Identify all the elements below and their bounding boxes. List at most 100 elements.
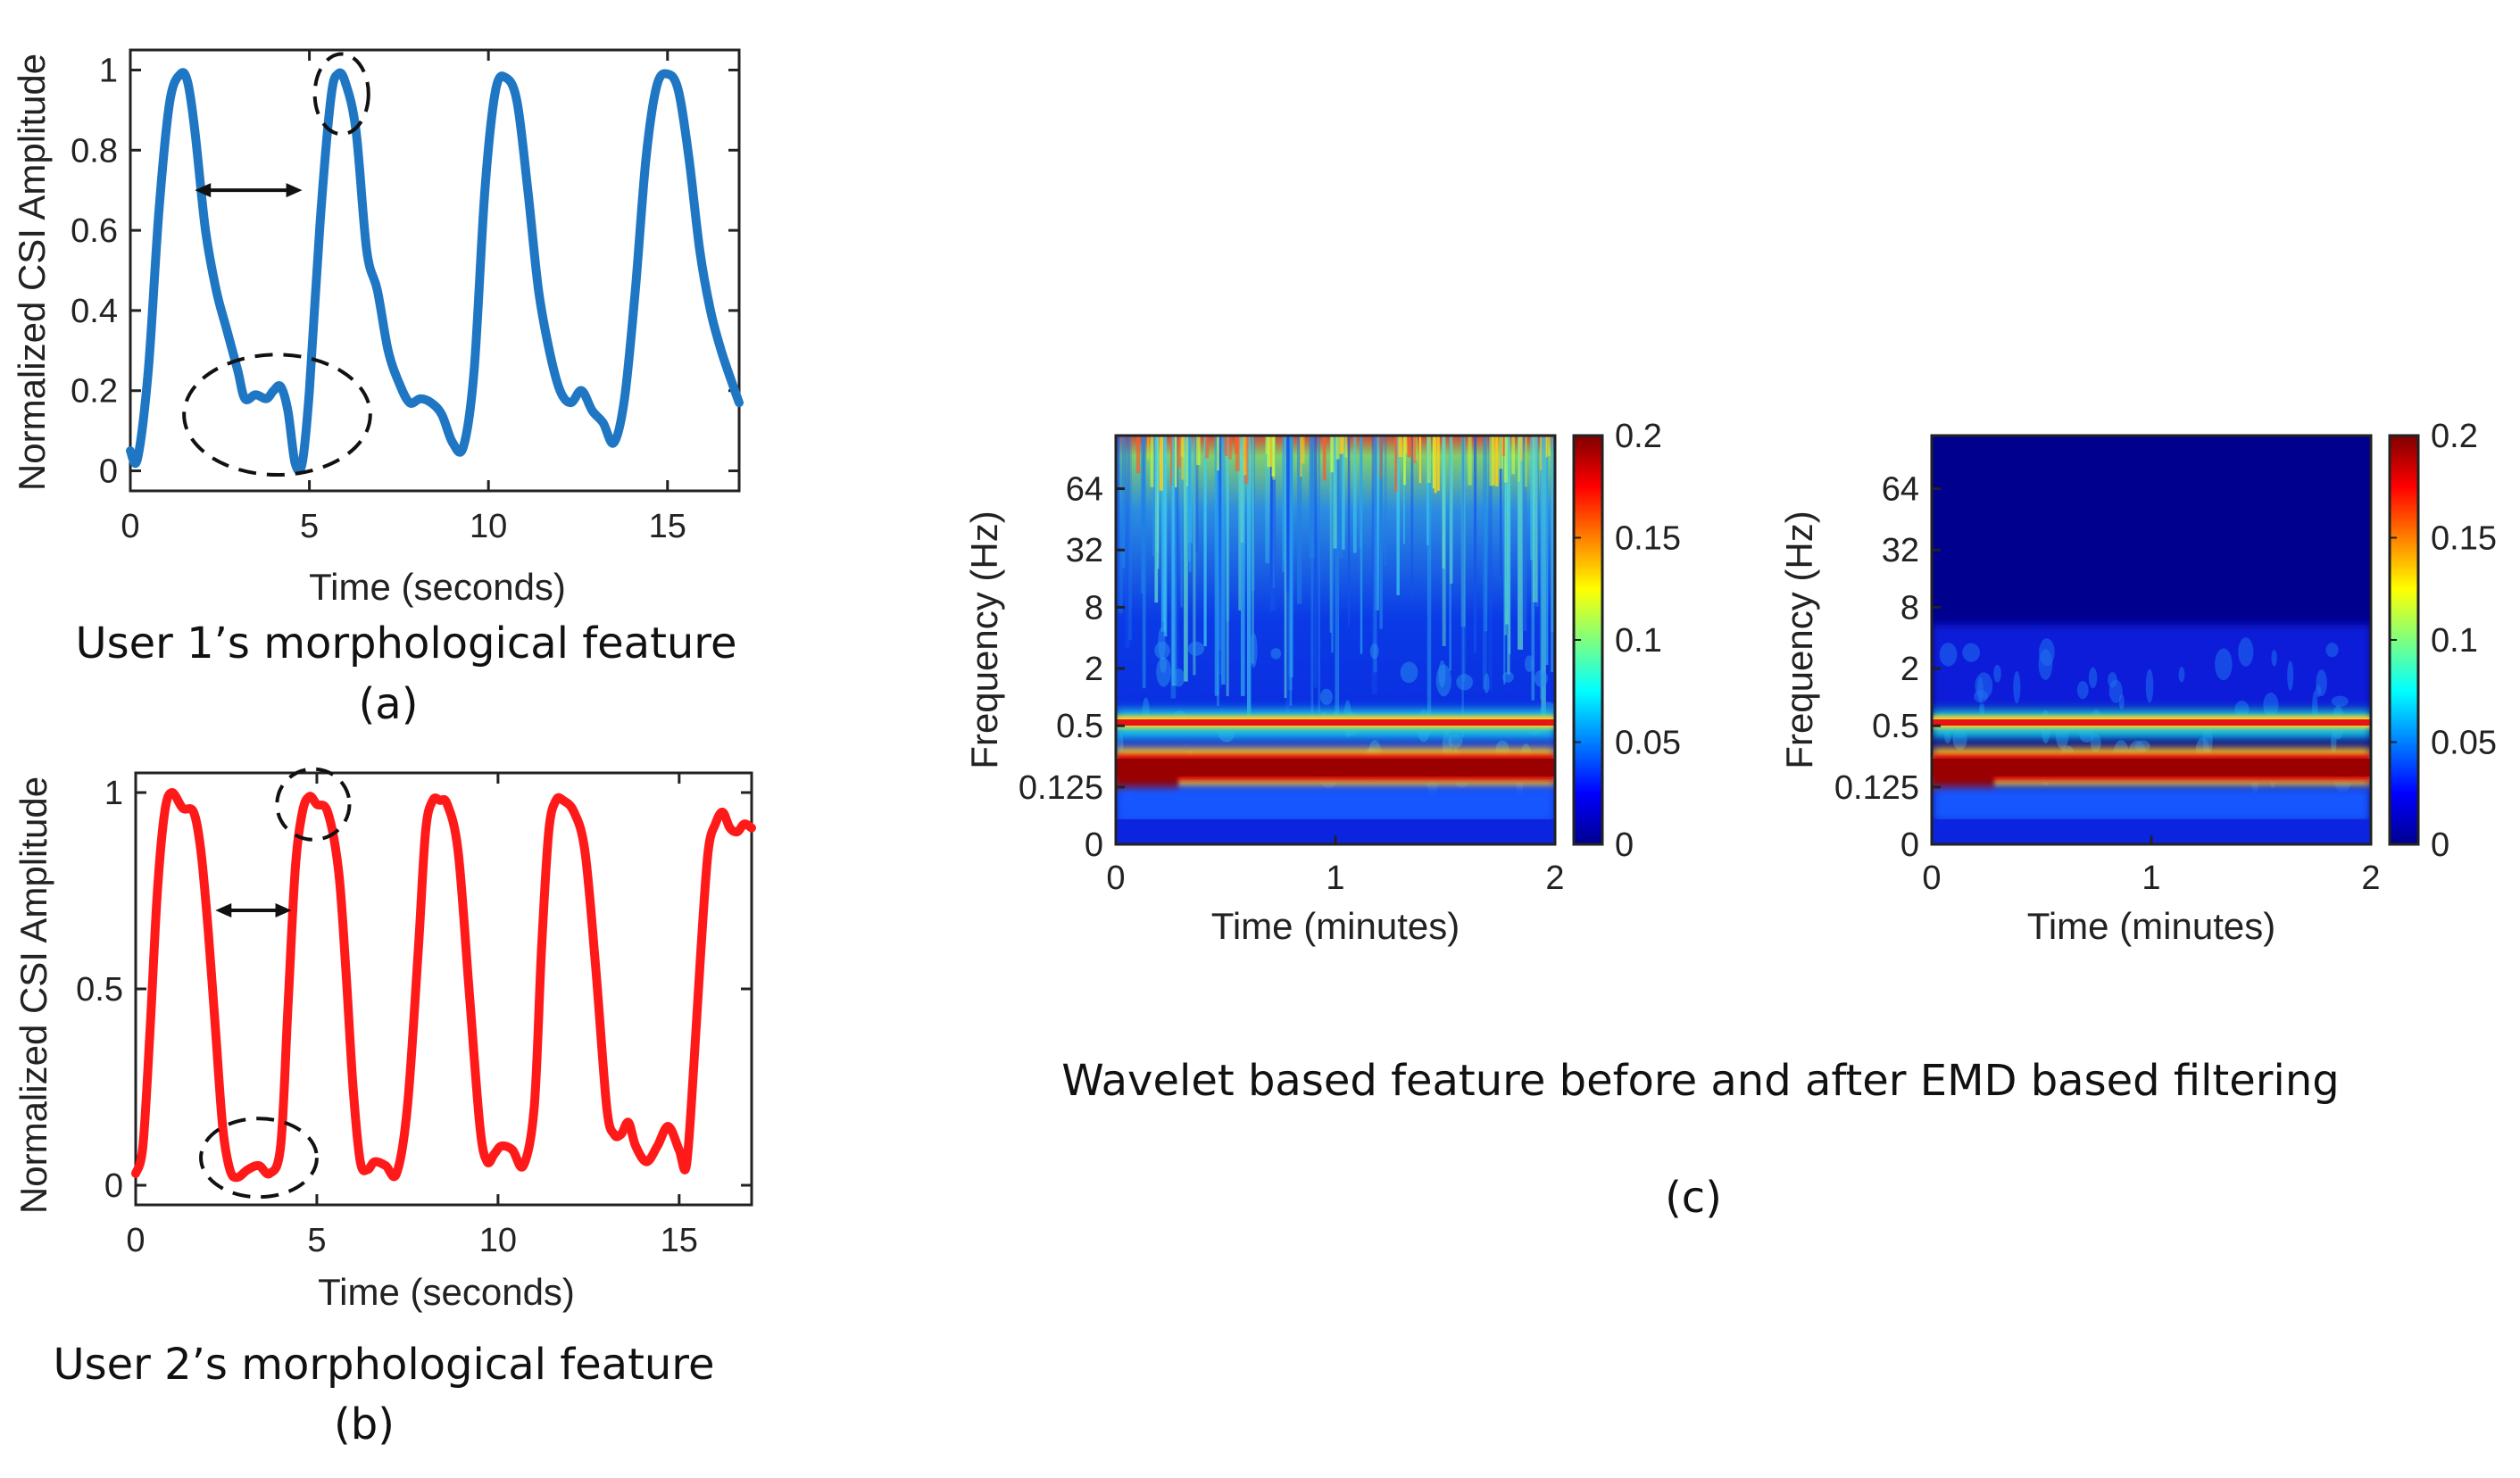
noise-stripe <box>1283 436 1287 560</box>
noise-stripe <box>1157 436 1160 569</box>
noise-stripe <box>1521 436 1527 631</box>
noise-blob <box>1939 643 1958 667</box>
noise-blob <box>1270 648 1282 660</box>
panel-a-label: (a) <box>359 679 419 729</box>
panel-c-before-heatmap: 64 32 8 2 0.5 0.125 0 0 1 2 0 0.05 0.1 0.15 0.2 Time… <box>963 418 1681 947</box>
noise-stripe <box>1152 436 1155 557</box>
noise-blob <box>2325 643 2339 658</box>
noise-blob <box>1502 671 1514 683</box>
feature-highlight-ellipse <box>312 52 370 137</box>
noise-blob <box>2331 695 2349 707</box>
noise-stripe-hot <box>1511 436 1516 475</box>
noise-stripe <box>1193 436 1199 553</box>
noise-blob <box>1962 643 1981 662</box>
heatmap-before-xlabel: Time (minutes) <box>1211 905 1460 947</box>
noise-blob <box>2090 733 2101 753</box>
y-tick-label: 0 <box>104 1167 123 1205</box>
noise-stripe <box>1240 436 1244 544</box>
colorbar-tick-label: 0.05 <box>2431 725 2497 762</box>
noise-blob <box>1319 688 1333 705</box>
noise-stripe-hot <box>1335 436 1340 460</box>
noise-stripe <box>1488 436 1493 691</box>
noise-stripe <box>1171 436 1177 686</box>
panel-b-x-ticks: 0 5 10 15 <box>126 773 698 1259</box>
noise-stripe <box>1140 436 1144 594</box>
noise-stripe <box>1333 436 1337 549</box>
noise-blob <box>2215 648 2233 681</box>
noise-stripe <box>1310 436 1314 731</box>
x-tick-label: 1 <box>1326 859 1344 897</box>
y-tick-label: 0 <box>99 453 118 491</box>
noise-stripe-hot <box>1300 436 1302 477</box>
noise-blob <box>2013 670 2021 704</box>
noise-stripe <box>1551 436 1553 672</box>
feature-highlight-ellipse <box>199 1117 319 1200</box>
feature-highlight-ellipse <box>275 767 352 842</box>
heatmap-before-colorbar-ticks: 0 0.05 0.1 0.15 0.2 <box>1574 418 1681 864</box>
noise-stripe-hot <box>1518 436 1520 482</box>
noise-stripe-hot <box>1339 436 1344 454</box>
noise-stripe <box>1484 436 1488 632</box>
noise-stripe <box>1226 436 1229 696</box>
colorbar-tick-label: 0.2 <box>1615 418 1662 455</box>
noise-stripe <box>1329 436 1332 633</box>
y-tick-label: 8 <box>1900 589 1919 627</box>
colorbar-tick-label: 0.1 <box>1615 622 1662 660</box>
x-tick-label: 0 <box>126 1222 145 1259</box>
noise-stripe-hot <box>1159 436 1164 491</box>
panel-a-axes <box>129 48 741 493</box>
noise-stripe-hot <box>1267 436 1271 468</box>
x-tick-label: 0 <box>1106 859 1125 897</box>
x-tick-label: 10 <box>479 1222 517 1259</box>
noise-stripe-hot <box>1403 436 1406 486</box>
noise-stripe-hot <box>1185 436 1189 486</box>
noise-stripe-hot <box>1468 436 1472 486</box>
noise-blob <box>1187 641 1205 656</box>
noise-stripe-hot <box>1150 436 1154 487</box>
noise-stripe <box>1462 436 1466 682</box>
noise-stripe <box>1530 436 1534 560</box>
noise-stripe <box>1318 436 1320 713</box>
y-tick-label: 8 <box>1085 589 1103 627</box>
noise-stripe <box>1214 436 1219 696</box>
noise-blob <box>2271 650 2277 667</box>
noise-blob <box>1534 669 1548 687</box>
noise-stripe-hot <box>1147 436 1150 460</box>
y-tick-label: 0.6 <box>71 212 118 250</box>
noise-stripe <box>1238 436 1242 610</box>
noise-stripe <box>1551 436 1555 633</box>
noise-stripe-hot <box>1495 436 1499 486</box>
noise-stripe <box>1122 436 1126 569</box>
noise-stripe-hot <box>1330 436 1334 473</box>
noise-stripe <box>1461 436 1464 738</box>
panel-c-label: (c) <box>1665 1173 1722 1223</box>
noise-stripe <box>1426 436 1432 732</box>
colorbar-tick-label: 0.15 <box>1615 520 1681 558</box>
noise-stripe-hot <box>1272 436 1276 480</box>
y-tick-label: 0 <box>1900 826 1919 864</box>
noise-blob <box>1524 655 1534 672</box>
x-tick-label: 2 <box>1545 859 1564 897</box>
noise-stripe <box>1379 436 1383 629</box>
heatmap-before-image <box>1116 436 1555 844</box>
noise-stripe-hot <box>1436 436 1440 491</box>
noise-blob <box>1369 643 1379 660</box>
panel-a-y-ticks: 0 0.2 0.4 0.6 0.8 1 <box>71 52 739 491</box>
noise-stripe <box>1503 436 1506 685</box>
panel-a-xlabel: Time (seconds) <box>309 566 566 608</box>
noise-stripe <box>1545 436 1549 665</box>
noise-stripe <box>1352 436 1357 553</box>
heatmap-after-x-ticks: 0 1 2 <box>1922 835 2381 897</box>
noise-blob <box>2315 685 2322 698</box>
noise-blob <box>1249 632 1258 668</box>
panel-a-ylabel: Normalized CSI Amplitude <box>11 54 53 491</box>
noise-stripe <box>1347 436 1351 626</box>
noise-stripe-hot <box>1228 436 1233 460</box>
panel-c-after-heatmap: 64 32 8 2 0.5 0.125 0 0 1 2 0 0.05 0.1 0.15 0.2 Time… <box>1778 418 2497 947</box>
noise-stripe-hot <box>1519 436 1523 461</box>
noise-blob <box>2238 637 2254 667</box>
y-tick-label: 2 <box>1900 651 1919 688</box>
noise-stripe-hot <box>1394 436 1398 493</box>
heatmap-before-x-ticks: 0 1 2 <box>1106 835 1565 897</box>
